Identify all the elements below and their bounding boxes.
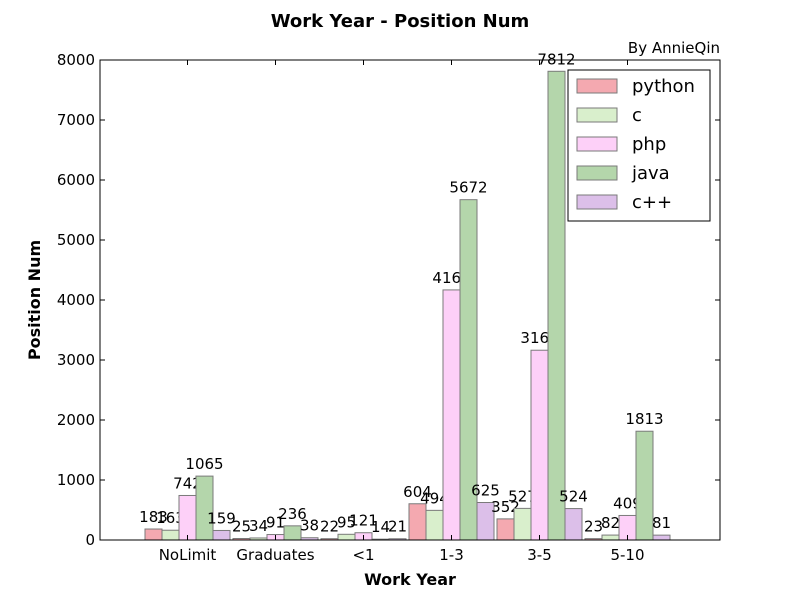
x-tick-label: 5-10 — [610, 546, 644, 564]
x-tick-label: Graduates — [236, 546, 314, 564]
bar-php-NoLimit — [178, 494, 197, 541]
bar-php-1-3 — [442, 289, 461, 541]
data-label-c++-NoLimit: 159 — [207, 509, 236, 527]
legend-swatch-php — [576, 136, 618, 152]
bar-python-1-3 — [408, 503, 427, 541]
y-tick-label: 5000 — [57, 231, 95, 249]
bar-c-5-10 — [601, 534, 620, 541]
x-tick-label: NoLimit — [159, 546, 217, 564]
legend-swatch-python — [576, 78, 618, 94]
y-tick-label: 1000 — [57, 471, 95, 489]
data-label-python-<1: 22 — [320, 518, 339, 536]
bar-java-NoLimit — [195, 475, 214, 541]
bar-c++-NoLimit — [212, 529, 231, 541]
bar-java-3-5 — [547, 70, 566, 541]
legend-label-php: php — [632, 134, 666, 155]
legend-label-c: c — [632, 105, 642, 126]
bar-c-1-3 — [425, 509, 444, 541]
legend-swatch-java — [576, 165, 618, 181]
legend-swatch-c — [576, 107, 618, 123]
data-label-c-Graduates: 34 — [249, 517, 268, 535]
data-label-c-<1: 95 — [337, 513, 356, 531]
bar-java-Graduates — [283, 525, 302, 541]
bar-c-3-5 — [513, 507, 532, 541]
y-tick-label: 4000 — [57, 291, 95, 309]
x-axis-label: Work Year — [364, 570, 456, 589]
data-label-php-NoLimit: 742 — [173, 474, 202, 492]
bar-php-3-5 — [530, 349, 549, 541]
data-label-python-5-10: 23 — [584, 518, 603, 536]
bar-c-NoLimit — [161, 529, 180, 541]
data-label-python-3-5: 352 — [491, 498, 520, 516]
y-tick-label: 2000 — [57, 411, 95, 429]
data-label-python-1-3: 604 — [403, 483, 432, 501]
plot-frame — [99, 59, 721, 541]
y-tick-label: 0 — [85, 531, 95, 549]
data-label-php-Graduates: 91 — [266, 514, 285, 532]
data-label-php-<1: 121 — [349, 512, 378, 530]
y-tick-label: 6000 — [57, 171, 95, 189]
data-label-java-NoLimit: 1065 — [185, 455, 223, 473]
y-tick-label: 8000 — [57, 51, 95, 69]
legend: python c php java c++ — [567, 69, 711, 222]
data-label-c-NoLimit: 163 — [156, 509, 185, 527]
bar-python-NoLimit — [144, 528, 163, 541]
legend-swatch-c++ — [576, 194, 618, 210]
bar-c++-3-5 — [564, 508, 583, 541]
x-tick-label: <1 — [352, 546, 374, 564]
bar-java-5-10 — [635, 430, 654, 541]
data-label-c++-Graduates: 38 — [300, 517, 319, 535]
data-label-java-3-5: 7812 — [537, 50, 575, 68]
data-label-java-<1: 14 — [371, 518, 390, 536]
data-label-c++-5-10: 81 — [652, 514, 671, 532]
legend-label-python: python — [632, 76, 695, 97]
data-label-java-Graduates: 236 — [278, 505, 307, 523]
data-label-python-Graduates: 25 — [232, 518, 251, 536]
x-tick-label: 3-5 — [527, 546, 552, 564]
y-axis-label: Position Num — [25, 240, 44, 360]
chart-annotation: By AnnieQin — [628, 39, 720, 57]
chart-title: Work Year - Position Num — [271, 11, 530, 32]
bar-c++-5-10 — [652, 534, 671, 541]
data-label-php-5-10: 409 — [613, 494, 642, 512]
y-tick-label: 3000 — [57, 351, 95, 369]
data-label-java-1-3: 5672 — [449, 179, 487, 197]
bar-c-<1 — [337, 533, 356, 541]
y-tick-label: 7000 — [57, 111, 95, 129]
data-label-java-5-10: 1813 — [625, 410, 663, 428]
data-label-c-1-3: 494 — [420, 489, 449, 507]
data-label-c++-<1: 21 — [388, 518, 407, 536]
data-label-c-5-10: 82 — [601, 514, 620, 532]
data-label-python-NoLimit: 183 — [139, 508, 168, 526]
data-label-c++-3-5: 524 — [559, 488, 588, 506]
x-tick-label: 1-3 — [439, 546, 464, 564]
data-label-c++-1-3: 625 — [471, 482, 500, 500]
bar-python-3-5 — [496, 518, 515, 541]
legend-label-java: java — [631, 163, 670, 184]
legend-label-c++: c++ — [632, 192, 672, 213]
data-label-c-3-5: 527 — [508, 487, 537, 505]
